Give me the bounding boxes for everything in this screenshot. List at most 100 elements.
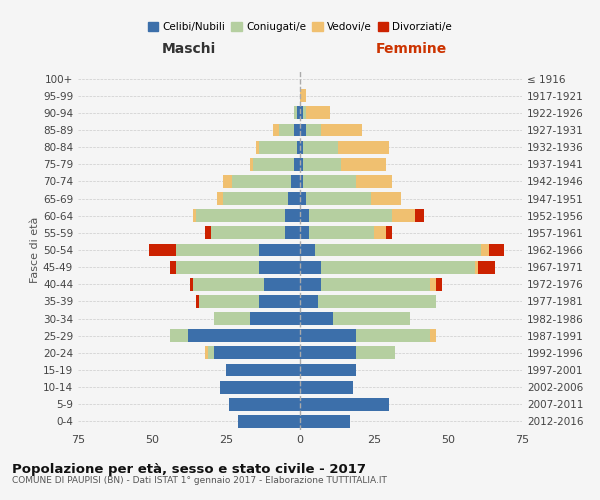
Bar <box>196 210 285 222</box>
Bar <box>356 330 430 342</box>
Text: COMUNE DI PAUPISI (BN) - Dati ISTAT 1° gennaio 2017 - Elaborazione TUTTITALIA.IT: COMUNE DI PAUPISI (BN) - Dati ISTAT 1° g… <box>12 476 387 485</box>
Bar <box>300 295 318 308</box>
Bar <box>259 244 300 256</box>
Bar <box>256 140 259 153</box>
Bar <box>490 244 504 256</box>
Bar <box>341 158 386 170</box>
Bar <box>285 210 300 222</box>
Bar <box>229 398 300 410</box>
Bar <box>188 330 300 342</box>
Bar <box>303 106 306 120</box>
Bar <box>190 278 193 290</box>
Bar <box>300 346 356 360</box>
Bar <box>149 244 176 256</box>
Bar <box>274 124 279 136</box>
Bar <box>481 244 490 256</box>
Bar <box>259 260 300 274</box>
Bar <box>300 158 303 170</box>
Bar <box>371 192 401 205</box>
Bar <box>300 210 309 222</box>
Bar <box>193 278 265 290</box>
Bar <box>205 346 208 360</box>
Y-axis label: Fasce di età: Fasce di età <box>30 217 40 283</box>
Bar <box>285 226 300 239</box>
Bar <box>232 175 291 188</box>
Bar <box>338 140 389 153</box>
Bar <box>306 124 321 136</box>
Bar <box>196 295 199 308</box>
Bar <box>321 124 362 136</box>
Bar <box>300 398 389 410</box>
Bar <box>430 330 436 342</box>
Bar <box>170 330 188 342</box>
Bar <box>291 175 300 188</box>
Bar <box>300 140 303 153</box>
Bar <box>300 244 315 256</box>
Bar <box>176 244 259 256</box>
Bar <box>170 260 176 274</box>
Bar <box>309 226 374 239</box>
Bar <box>300 175 303 188</box>
Bar <box>475 260 478 274</box>
Bar <box>205 226 211 239</box>
Bar <box>306 106 329 120</box>
Bar <box>300 330 356 342</box>
Bar <box>214 346 300 360</box>
Bar <box>436 278 442 290</box>
Bar <box>223 175 232 188</box>
Bar <box>306 192 371 205</box>
Bar <box>300 415 350 428</box>
Bar <box>300 226 309 239</box>
Bar <box>309 210 392 222</box>
Bar <box>223 192 288 205</box>
Bar <box>356 346 395 360</box>
Bar <box>199 295 259 308</box>
Bar <box>208 346 214 360</box>
Bar <box>321 278 430 290</box>
Bar <box>288 192 300 205</box>
Bar <box>303 175 356 188</box>
Bar <box>300 192 306 205</box>
Bar <box>193 210 196 222</box>
Bar <box>300 124 306 136</box>
Bar <box>315 244 481 256</box>
Bar <box>294 124 300 136</box>
Bar <box>356 175 392 188</box>
Text: Popolazione per età, sesso e stato civile - 2017: Popolazione per età, sesso e stato civil… <box>12 462 366 475</box>
Bar <box>294 158 300 170</box>
Bar <box>303 158 341 170</box>
Bar <box>265 278 300 290</box>
Bar <box>321 260 475 274</box>
Bar <box>226 364 300 376</box>
Bar <box>430 278 436 290</box>
Bar <box>294 106 297 120</box>
Bar <box>259 140 297 153</box>
Bar <box>238 415 300 428</box>
Bar <box>303 140 338 153</box>
Bar <box>259 295 300 308</box>
Bar <box>300 106 303 120</box>
Text: Femmine: Femmine <box>376 42 446 56</box>
Bar <box>300 380 353 394</box>
Bar <box>332 312 410 325</box>
Bar <box>220 380 300 394</box>
Bar <box>217 192 223 205</box>
Bar <box>214 312 250 325</box>
Bar <box>300 278 321 290</box>
Bar <box>300 260 321 274</box>
Text: Maschi: Maschi <box>162 42 216 56</box>
Bar <box>297 140 300 153</box>
Bar <box>250 158 253 170</box>
Bar <box>300 312 332 325</box>
Bar <box>176 260 259 274</box>
Bar <box>415 210 424 222</box>
Bar <box>300 90 306 102</box>
Bar <box>374 226 386 239</box>
Bar <box>392 210 415 222</box>
Bar <box>300 364 356 376</box>
Bar <box>478 260 496 274</box>
Bar <box>250 312 300 325</box>
Bar <box>297 106 300 120</box>
Bar <box>318 295 436 308</box>
Bar <box>253 158 294 170</box>
